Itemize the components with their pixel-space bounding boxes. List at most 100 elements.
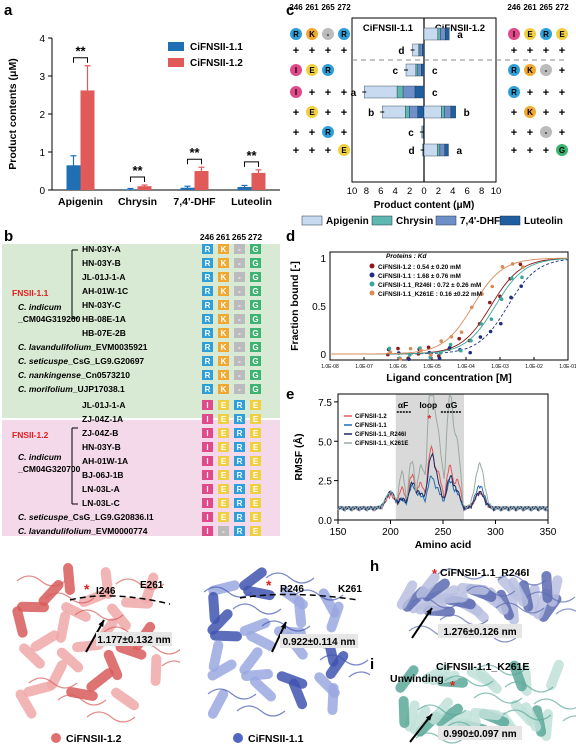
- residue-header: 246: [289, 3, 303, 12]
- loop-coil: [555, 608, 576, 615]
- residue-cell: [218, 498, 229, 508]
- bar-CiFNSII-1.2: [80, 90, 95, 190]
- plus-sign: +: [559, 87, 565, 99]
- residue-cell: [202, 314, 213, 324]
- helix-ribbon: [19, 643, 45, 669]
- group1-bg: [2, 244, 280, 418]
- residue-cell: [218, 370, 229, 380]
- group1-label: FNSII-1.1: [12, 288, 49, 298]
- loop-coil: [526, 591, 576, 603]
- sequence-name: C. lavandulifolium_EVM0000774: [18, 526, 148, 536]
- residue-letter: G: [252, 371, 258, 380]
- residue-cell: [202, 484, 213, 494]
- residue-letter: E: [253, 471, 259, 480]
- right-title: CiFNSII-1.2: [435, 23, 485, 34]
- helix-ribbon: [441, 710, 473, 728]
- helix-ribbon: [208, 640, 224, 672]
- distance-box: [280, 634, 358, 648]
- residue-letter: G: [252, 287, 258, 296]
- legend-label: CiFNSII-1.1_K261E : 0.16 ±0.22 mM: [378, 291, 482, 298]
- residue-letter: I: [206, 401, 208, 410]
- plus-sign: +: [341, 127, 347, 139]
- residue-cell: [250, 370, 261, 380]
- legend-label: Apigenin: [326, 216, 369, 227]
- residue-cell: [218, 258, 229, 268]
- residue-cell: [250, 244, 261, 254]
- panel-label-h: h: [370, 558, 380, 575]
- helix-ribbon: [208, 580, 240, 596]
- helix-ribbon: [207, 609, 233, 635]
- bar-left: [396, 85, 404, 99]
- data-point: [398, 357, 403, 361]
- y-axis-label: Fraction bound [-]: [289, 261, 301, 351]
- residue-letter: K: [527, 108, 533, 117]
- helix-ribbon: [150, 654, 162, 686]
- residue-cell: [250, 512, 261, 522]
- residue-circle: [290, 64, 302, 76]
- residue-letter: E: [253, 429, 259, 438]
- bar-left: [382, 105, 406, 119]
- bar-right: [444, 143, 449, 157]
- residue-circle: [524, 106, 536, 118]
- residue-cell: [250, 328, 261, 338]
- bar-CiFNSII-1.2: [194, 171, 209, 190]
- residue-label: K261: [338, 584, 362, 595]
- star-marker: *: [427, 414, 431, 425]
- legend-swatch: [499, 215, 521, 226]
- y-tick-label: 0: [320, 350, 326, 361]
- x-tick-label: 6: [465, 186, 470, 197]
- legend-label: CiFNSII-1.1: [248, 733, 304, 745]
- residue-cell: [234, 342, 245, 352]
- data-point: [519, 284, 523, 288]
- data-point: [488, 300, 492, 305]
- residue-header: 246: [200, 232, 214, 242]
- residue-header: 272: [555, 3, 569, 12]
- residue-label: E261: [140, 580, 164, 591]
- legend-swatch: [371, 215, 393, 226]
- x-tick-label: 8: [364, 186, 369, 197]
- residue-letter: I: [206, 471, 208, 480]
- residue-letter: -: [222, 527, 225, 536]
- plus-sign: +: [309, 87, 315, 99]
- rmsf-line: [337, 395, 549, 512]
- residue-circle: [508, 28, 520, 40]
- legend-label: 7,4'-DHF: [460, 216, 500, 227]
- legend-title: Proteins : Kd: [386, 253, 427, 260]
- loop-coil: [475, 664, 525, 676]
- loop-coil: [348, 671, 370, 678]
- bar-left: [409, 105, 418, 119]
- loop-coil: [203, 586, 253, 598]
- sequence-name: AH-01W-1A: [82, 456, 128, 466]
- dashed-helix: [239, 593, 359, 601]
- data-point: [396, 346, 400, 351]
- residue-circle: [556, 144, 568, 156]
- panel-label-i: i: [370, 656, 375, 673]
- legend-swatch: [435, 215, 457, 226]
- residue-letter: E: [253, 513, 259, 522]
- residue-letter: I: [206, 499, 208, 508]
- bar-right: [423, 27, 439, 41]
- data-point: [419, 348, 423, 353]
- helix-ribbon: [416, 572, 440, 600]
- residue-letter: I: [295, 66, 297, 75]
- helix-ribbon: [470, 707, 502, 721]
- residue-letter: I: [513, 30, 515, 39]
- helix-ribbon: [115, 642, 147, 660]
- legend-marker: [369, 281, 375, 287]
- left-title: CiFNSII-1.1: [363, 23, 414, 34]
- arrow-head: [98, 620, 104, 627]
- plus-sign: +: [559, 45, 565, 57]
- loop-coil: [437, 568, 487, 580]
- residue-letter: K: [221, 315, 227, 324]
- residue-letter: R: [237, 513, 243, 522]
- helix-ribbon: [428, 670, 460, 686]
- residue-letter: R: [237, 527, 243, 536]
- residue-cell: [250, 342, 261, 352]
- plus-sign: +: [325, 107, 331, 119]
- residue-cell: [218, 314, 229, 324]
- loop-coil: [57, 694, 107, 706]
- residue-circle: [508, 86, 520, 98]
- residue-cell: [234, 428, 245, 438]
- star-marker: *: [266, 577, 272, 593]
- sequence-name: BJ-06J-1B: [82, 470, 124, 480]
